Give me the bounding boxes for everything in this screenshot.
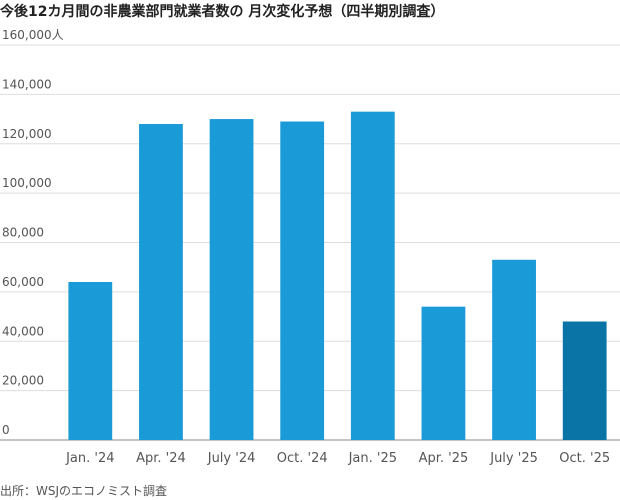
source-note: 出所：WSJのエコノミスト調査 xyxy=(0,484,167,498)
y-tick-label: 20,000 xyxy=(2,374,44,388)
y-tick-label: 100,000 xyxy=(2,176,52,190)
bar xyxy=(209,119,254,440)
x-tick-label: Oct. '24 xyxy=(277,451,328,466)
bar xyxy=(280,121,325,440)
bar xyxy=(68,282,113,440)
x-tick-label: Jan. '24 xyxy=(65,451,114,466)
bar xyxy=(492,259,536,440)
bar xyxy=(421,306,466,440)
y-tick-label: 120,000 xyxy=(2,127,52,141)
y-tick-label: 160,000人 xyxy=(2,28,64,42)
bar xyxy=(350,111,395,440)
x-tick-label: Oct. '25 xyxy=(559,451,610,466)
y-tick-label: 140,000 xyxy=(2,77,52,91)
y-tick-label: 80,000 xyxy=(2,226,44,240)
y-tick-label: 0 xyxy=(2,423,10,437)
bar xyxy=(562,321,607,440)
x-tick-label: Jan. '25 xyxy=(348,451,397,466)
x-tick-label: July '24 xyxy=(207,451,256,466)
x-tick-label: Apr. '25 xyxy=(419,451,469,466)
y-tick-label: 40,000 xyxy=(2,324,44,338)
x-tick-label: Apr. '24 xyxy=(136,451,186,466)
bar xyxy=(139,124,183,440)
x-tick-label: July '25 xyxy=(489,451,538,466)
chart-title: 今後12カ月間の非農業部門就業者数の 月次変化予想（四半期別調査） xyxy=(0,3,444,20)
y-tick-label: 60,000 xyxy=(2,275,44,289)
